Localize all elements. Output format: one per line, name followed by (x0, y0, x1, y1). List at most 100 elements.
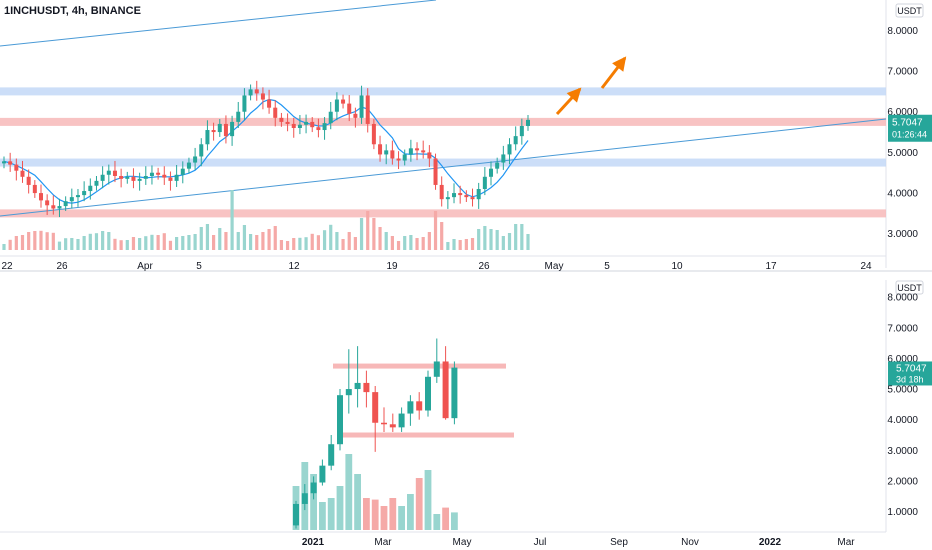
upper-trendline (0, 0, 437, 47)
candle-body (100, 174, 105, 181)
volume-bar (57, 241, 62, 250)
candle-body (489, 168, 494, 177)
candle-body (458, 193, 463, 196)
level-band-2 (0, 158, 886, 167)
volume-bar (144, 236, 148, 250)
volume-bar (427, 232, 431, 250)
weekly-candle-body (398, 413, 405, 428)
weekly-currency-label: USDT (897, 283, 922, 293)
weekly-last-price-value: 5.7047 (896, 363, 927, 374)
volume-bar (335, 232, 339, 250)
volume-bar (489, 229, 493, 250)
volume-bar (477, 229, 481, 250)
volume-bar (20, 235, 25, 250)
volume-bar (150, 234, 154, 250)
weekly-candle-body (407, 401, 414, 414)
weekly-price-tick-label: 1.0000 (887, 507, 918, 518)
time-tick-label: May (545, 261, 564, 272)
weekly-last-price-tag (888, 361, 932, 386)
volume-bar (107, 232, 111, 250)
weekly-time-tick-label: Mar (837, 537, 855, 548)
volume-bar (347, 232, 351, 250)
time-tick-label: 17 (765, 261, 777, 272)
time-tick-label: 19 (386, 261, 398, 272)
bar-countdown: 01:26:44 (892, 130, 927, 140)
candle-body (371, 123, 376, 145)
volume-bar (285, 241, 290, 250)
candle-body (519, 125, 524, 137)
volume-bar (45, 232, 49, 250)
candle-body (230, 121, 235, 137)
candle-body (304, 121, 309, 125)
candle-body (162, 174, 167, 178)
volume-bar (452, 239, 456, 250)
weekly-candle-body (337, 395, 343, 445)
weekly-volume-bar (442, 507, 449, 530)
volume-bar (51, 232, 55, 250)
candle-body (390, 150, 395, 159)
volume-bar (409, 235, 413, 250)
volume-bar (255, 235, 259, 250)
candle-body (106, 170, 111, 175)
level-band-0 (0, 87, 886, 96)
volume-bar (310, 233, 314, 250)
candle-body (279, 117, 284, 122)
volume-bar (378, 227, 382, 250)
weekly-candle-body (451, 367, 458, 419)
volume-bar (119, 240, 123, 250)
symbol-title: 1INCHUSDT, 4h, BINANCE (4, 5, 141, 17)
candle-body (513, 136, 518, 145)
weekly-candle-body (442, 361, 449, 419)
weekly-volume-bar (345, 454, 353, 530)
candle-body (501, 154, 506, 163)
candle-body (236, 111, 241, 122)
volume-bar (470, 238, 475, 250)
volume-bar (384, 232, 388, 250)
time-tick-label: 22 (1, 261, 13, 272)
candle-body (328, 111, 333, 124)
volume-bar (415, 238, 419, 250)
time-tick-label: 10 (671, 261, 683, 272)
projection-arrow-2-head (612, 56, 627, 72)
weekly-price-tick-label: 7.0000 (887, 323, 918, 334)
currency-label: USDT (897, 6, 922, 16)
price-tick-label: 7.0000 (887, 67, 918, 78)
candle-body (8, 161, 13, 165)
price-tick-label: 4.0000 (887, 189, 918, 200)
volume-bar (39, 230, 43, 250)
weekly-price-tick-label: 3.0000 (887, 446, 918, 457)
weekly-candle-body (363, 382, 370, 393)
candle-body (310, 121, 315, 128)
volume-bar (526, 234, 530, 250)
weekly-volume-bar (389, 498, 397, 530)
volume-bar (248, 234, 253, 250)
candle-body (396, 158, 401, 161)
candle-body (378, 144, 383, 155)
currency-box[interactable] (895, 3, 924, 18)
volume-bar (193, 234, 197, 250)
candle-body (143, 175, 148, 179)
weekly-currency-box[interactable] (895, 280, 924, 295)
weekly-price-tick-label: 6.0000 (887, 354, 918, 365)
upper-chart-pane: USDT 8.0000 7.0000 6.0000 5.0000 4.0000 3.0000… (0, 0, 932, 272)
volume-bar (520, 224, 524, 250)
volume-bar (507, 233, 512, 250)
candle-body (242, 95, 247, 112)
candle-body (402, 154, 407, 161)
volume-bar (396, 241, 401, 250)
weekly-volume-bar (327, 498, 335, 530)
volume-bar (14, 236, 18, 250)
volume-bar (372, 218, 376, 250)
volume-bar (27, 232, 31, 250)
candle-body (439, 184, 444, 200)
weekly-candle-body (310, 482, 317, 494)
weekly-volume-bar (354, 474, 361, 530)
volume-bar (403, 236, 407, 250)
candle-body (347, 103, 352, 114)
volume-bar (175, 237, 179, 250)
volume-bar (113, 238, 117, 250)
weekly-volume-bar (398, 506, 405, 530)
candle-body (384, 150, 389, 155)
